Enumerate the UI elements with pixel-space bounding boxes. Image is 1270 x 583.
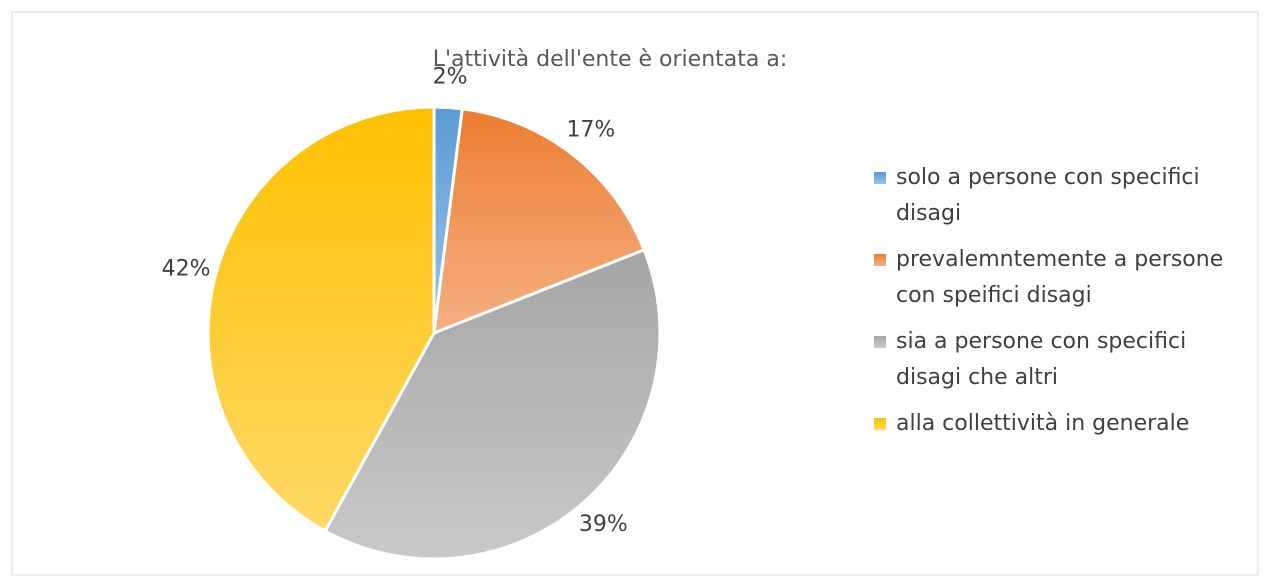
legend-label: alla collettività in generale [896, 411, 1190, 436]
legend-swatch [874, 254, 886, 266]
data-label: 17% [566, 118, 615, 143]
legend-swatch [874, 418, 886, 430]
legend-swatch [874, 336, 886, 348]
legend-item: sia a persone con specifici disagi che a… [870, 324, 1250, 396]
legend-item: alla collettività in generale [870, 406, 1250, 442]
legend-item: prevalemntemente a persone con speifici … [870, 242, 1250, 314]
legend-label: sia a persone con specifici disagi che a… [896, 329, 1187, 390]
data-label: 2% [433, 65, 468, 90]
legend-label: solo a persone con specifici disagi [896, 165, 1200, 226]
data-label: 39% [579, 512, 628, 537]
pie-slice [206, 105, 436, 534]
chart-title: L'attività dell'ente è orientata a: [433, 47, 788, 72]
pie-slice [323, 247, 662, 561]
data-label: 42% [162, 256, 211, 281]
legend-item: solo a persone con specifici disagi [870, 160, 1250, 232]
legend: solo a persone con specifici disagi preva… [870, 160, 1250, 452]
legend-label: prevalemntemente a persone con speifici … [896, 247, 1224, 308]
legend-swatch [874, 172, 886, 184]
pie-slice [432, 107, 647, 336]
